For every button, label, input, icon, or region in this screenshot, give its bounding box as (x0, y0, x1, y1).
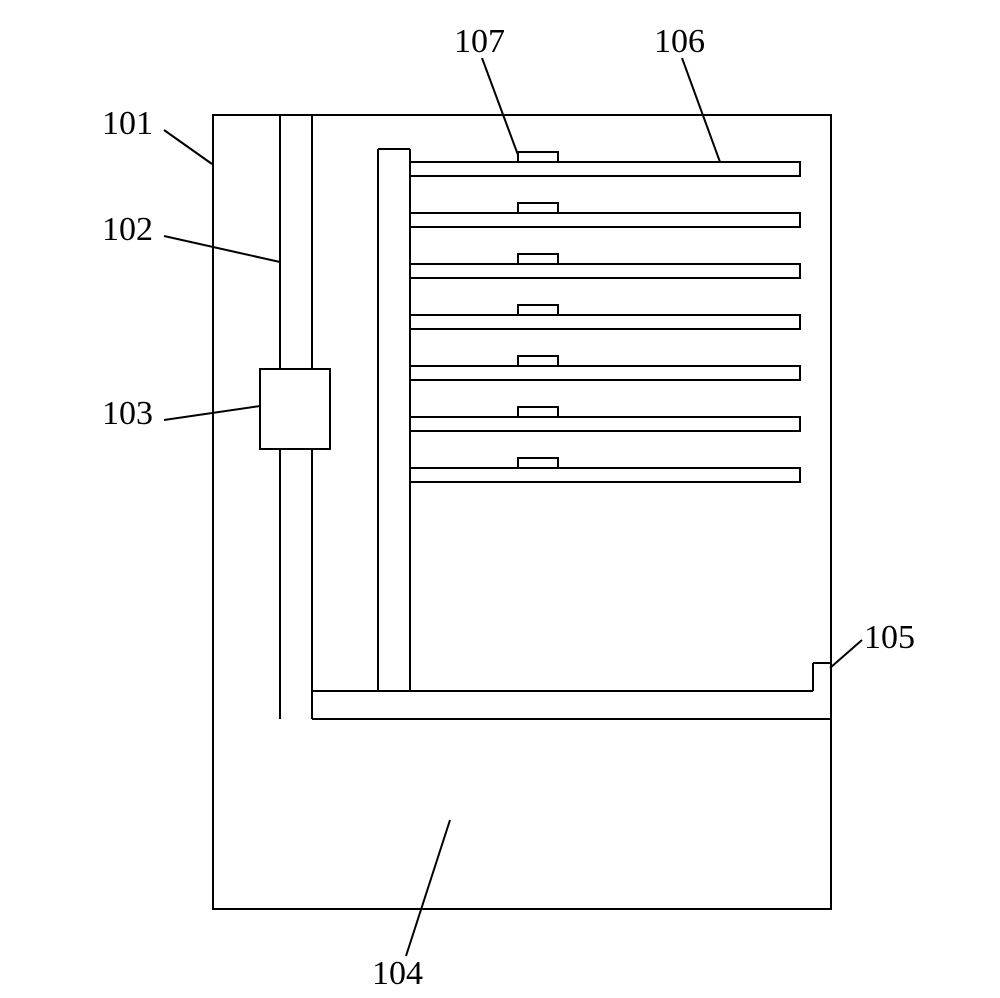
shelf-clip-4 (518, 356, 558, 366)
shelf-clip-1 (518, 203, 558, 213)
label-102: 102 (102, 211, 153, 248)
shelf-6 (410, 468, 800, 482)
motor-block (260, 369, 330, 449)
label-105: 105 (864, 619, 915, 656)
engineering-diagram: 101 102 103 104 105 106 107 (0, 0, 1000, 998)
label-106: 106 (654, 23, 705, 60)
shelf-4 (410, 366, 800, 380)
shelf-clip-5 (518, 407, 558, 417)
shelf-3 (410, 315, 800, 329)
leader-107 (482, 58, 518, 155)
label-107: 107 (454, 23, 505, 60)
leader-105 (830, 640, 862, 668)
shelf-5 (410, 417, 800, 431)
leader-102 (164, 236, 280, 262)
label-104: 104 (372, 955, 423, 992)
leader-104 (406, 820, 450, 956)
outer-housing (213, 115, 831, 909)
label-103: 103 (102, 395, 153, 432)
shelf-clip-3 (518, 305, 558, 315)
label-101: 101 (102, 105, 153, 142)
shelf-clip-0 (518, 152, 558, 162)
shelf-2 (410, 264, 800, 278)
leader-106 (682, 58, 720, 162)
shelf-0 (410, 162, 800, 176)
shelf-1 (410, 213, 800, 227)
shelf-clip-6 (518, 458, 558, 468)
shelf-clip-2 (518, 254, 558, 264)
leader-101 (164, 130, 212, 164)
